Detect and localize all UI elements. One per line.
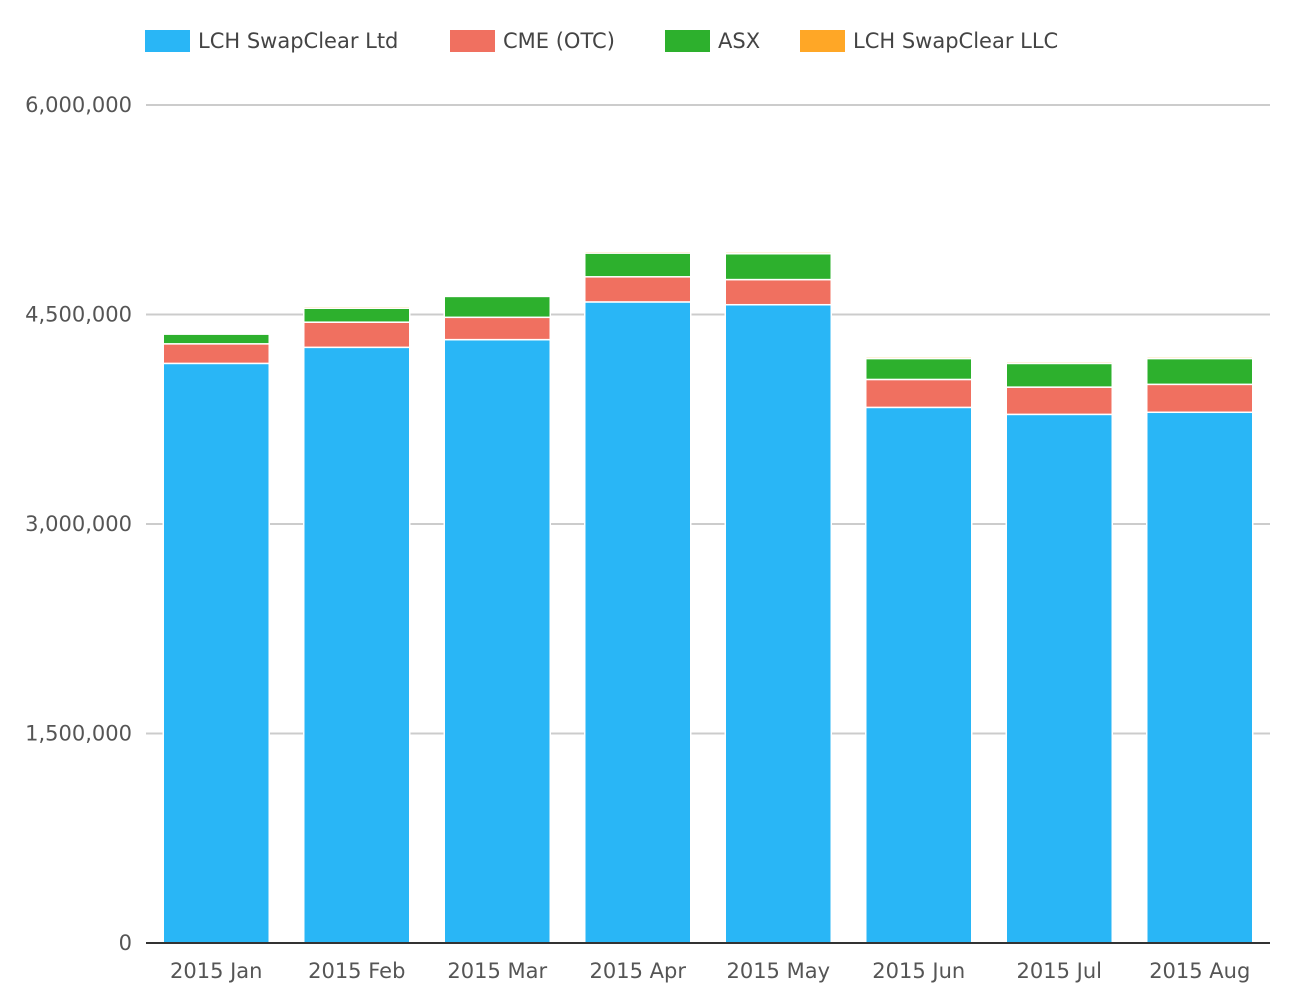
bar-segment[interactable]	[1005, 386, 1113, 416]
bar-segment[interactable]	[865, 356, 973, 360]
bar-stack[interactable]	[443, 294, 551, 944]
bar-segment[interactable]	[584, 276, 692, 303]
legend-item[interactable]: CME (OTC)	[450, 29, 615, 53]
bar-segment[interactable]	[724, 252, 832, 281]
bar-segment[interactable]	[443, 294, 551, 298]
bar-segment[interactable]	[865, 406, 973, 944]
x-tick-label: 2015 Jul	[1017, 959, 1102, 983]
bar-stack[interactable]	[584, 250, 692, 944]
legend-label: LCH SwapClear LLC	[853, 29, 1058, 53]
x-tick-label: 2015 Aug	[1149, 959, 1250, 983]
x-tick-label: 2015 Apr	[590, 959, 687, 983]
bar-segment[interactable]	[162, 362, 270, 944]
bar-segment[interactable]	[1146, 411, 1254, 944]
bar-segment[interactable]	[724, 251, 832, 255]
legend-item[interactable]: ASX	[665, 29, 760, 53]
bar-stack[interactable]	[865, 356, 973, 944]
bar-stack[interactable]	[724, 251, 832, 944]
legend-label: CME (OTC)	[503, 29, 615, 53]
legend-item[interactable]: LCH SwapClear Ltd	[145, 29, 398, 53]
y-tick-label: 6,000,000	[25, 93, 132, 117]
x-tick-label: 2015 Feb	[308, 959, 405, 983]
bar-segment[interactable]	[584, 252, 692, 278]
x-tick-label: 2015 Jun	[872, 959, 965, 983]
bar-segment[interactable]	[443, 295, 551, 319]
x-tick-label: 2015 Mar	[447, 959, 547, 983]
y-tick-label: 4,500,000	[25, 303, 132, 327]
bar-segment[interactable]	[1146, 357, 1254, 386]
bar-segment[interactable]	[1005, 362, 1113, 388]
legend-label: LCH SwapClear Ltd	[198, 29, 398, 53]
y-tick-label: 3,000,000	[25, 512, 132, 536]
bar-segment[interactable]	[162, 331, 270, 335]
bar-segment[interactable]	[303, 321, 411, 349]
bar-segment[interactable]	[865, 357, 973, 381]
bar-segment[interactable]	[724, 303, 832, 944]
legend-swatch	[145, 30, 190, 52]
bar-segment[interactable]	[1146, 356, 1254, 360]
bar-segment[interactable]	[1005, 360, 1113, 365]
bar-segment[interactable]	[724, 278, 832, 306]
bar-segment[interactable]	[1146, 383, 1254, 414]
bar-segment[interactable]	[303, 346, 411, 944]
bar-segment[interactable]	[303, 305, 411, 309]
y-tick-label: 1,500,000	[25, 722, 132, 746]
bar-stack[interactable]	[303, 305, 411, 944]
bar-segment[interactable]	[584, 250, 692, 254]
legend-swatch	[450, 30, 495, 52]
legend-label: ASX	[718, 29, 760, 53]
legend-swatch	[800, 30, 845, 52]
bar-segment[interactable]	[162, 343, 270, 365]
y-tick-label: 0	[119, 931, 132, 955]
legend-swatch	[665, 30, 710, 52]
x-tick-label: 2015 May	[726, 959, 830, 983]
bar-segment[interactable]	[584, 301, 692, 944]
y-axis: 0 1,500,000 3,000,000 4,500,000 6,000,000	[25, 93, 132, 955]
bar-segment[interactable]	[865, 378, 973, 409]
bar-stack[interactable]	[1146, 356, 1254, 944]
bar-segment[interactable]	[443, 316, 551, 341]
legend: LCH SwapClear Ltd CME (OTC) ASX LCH SwapCle…	[145, 29, 1058, 53]
bar-segment[interactable]	[162, 333, 270, 345]
bar-segment[interactable]	[443, 338, 551, 944]
bar-segment[interactable]	[303, 307, 411, 323]
bar-stack[interactable]	[1005, 360, 1113, 944]
x-axis: 2015 Jan 2015 Feb 2015 Mar 2015 Apr 2015 May…	[146, 942, 1270, 983]
legend-item[interactable]: LCH SwapClear LLC	[800, 29, 1058, 53]
x-tick-label: 2015 Jan	[170, 959, 263, 983]
bar-stack[interactable]	[162, 331, 270, 944]
bar-segment[interactable]	[1005, 413, 1113, 944]
bars	[162, 250, 1254, 944]
